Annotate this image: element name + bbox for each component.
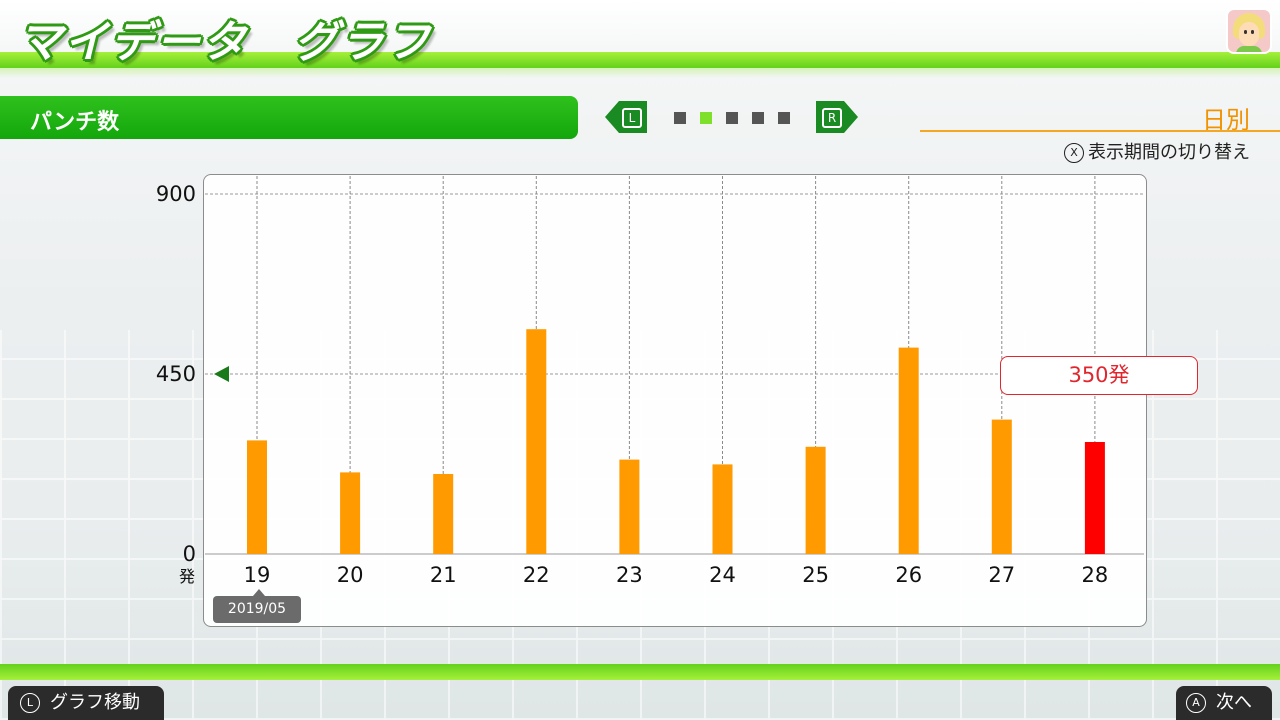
value-bubble: 350発 [1000,356,1198,395]
page-dot [726,112,738,124]
graph-move-label: グラフ移動 [50,692,140,713]
bar [805,446,826,554]
page-dot [700,112,712,124]
chart-panel [203,174,1147,627]
page-dot [674,112,686,124]
y-unit-label: 発 [179,567,195,586]
page-dot [778,112,790,124]
section-label: パンチ数 [30,110,120,135]
bar [247,440,267,554]
section-tab: パンチ数 [0,96,578,139]
avatar [1228,10,1270,52]
x-tick-label: 23 [616,563,643,587]
y-tick-label: 900 [156,182,196,206]
bar [433,474,454,554]
x-tick-label: 25 [802,563,829,587]
value-marker-arrow [214,366,229,382]
bar [340,472,361,554]
l-button-icon: L [622,108,642,128]
x-tick-label: 20 [337,563,364,587]
header-glow [0,68,1280,78]
period-toggle-text: 表示期間の切り替え [1088,142,1250,163]
bar [526,329,547,554]
r-button-icon: R [822,108,842,128]
header-bar [0,52,1280,68]
next-label: 次へ [1216,692,1252,713]
page-title: マイデータ グラフ [18,17,432,68]
x-tick-label: 19 [244,563,271,587]
x-button-icon: X [1064,143,1084,163]
bar [619,459,640,554]
x-tick-label: 27 [988,563,1015,587]
y-tick-label: 0 [183,542,196,566]
a-button-icon: A [1186,693,1206,713]
x-tick-label: 21 [430,563,457,587]
graph-move-button[interactable]: L グラフ移動 [8,686,164,720]
bar [898,347,919,554]
l-stick-icon: L [20,693,40,713]
x-tick-label: 22 [523,563,550,587]
footer-bar [0,664,1280,680]
bar [1084,442,1105,554]
x-tick-label: 26 [895,563,922,587]
x-tick-label: 28 [1082,563,1109,587]
period-underline [920,130,1280,132]
x-tick-label: 24 [709,563,736,587]
next-button[interactable]: A 次へ [1176,686,1272,720]
y-tick-label: 450 [156,362,196,386]
bar [712,464,733,554]
period-toggle-hint[interactable]: X 表示期間の切り替え [1000,138,1250,164]
period-label: 日別 [1202,106,1250,134]
date-tag: 2019/05 [213,589,301,623]
bar [991,419,1012,554]
page-dot [752,112,764,124]
